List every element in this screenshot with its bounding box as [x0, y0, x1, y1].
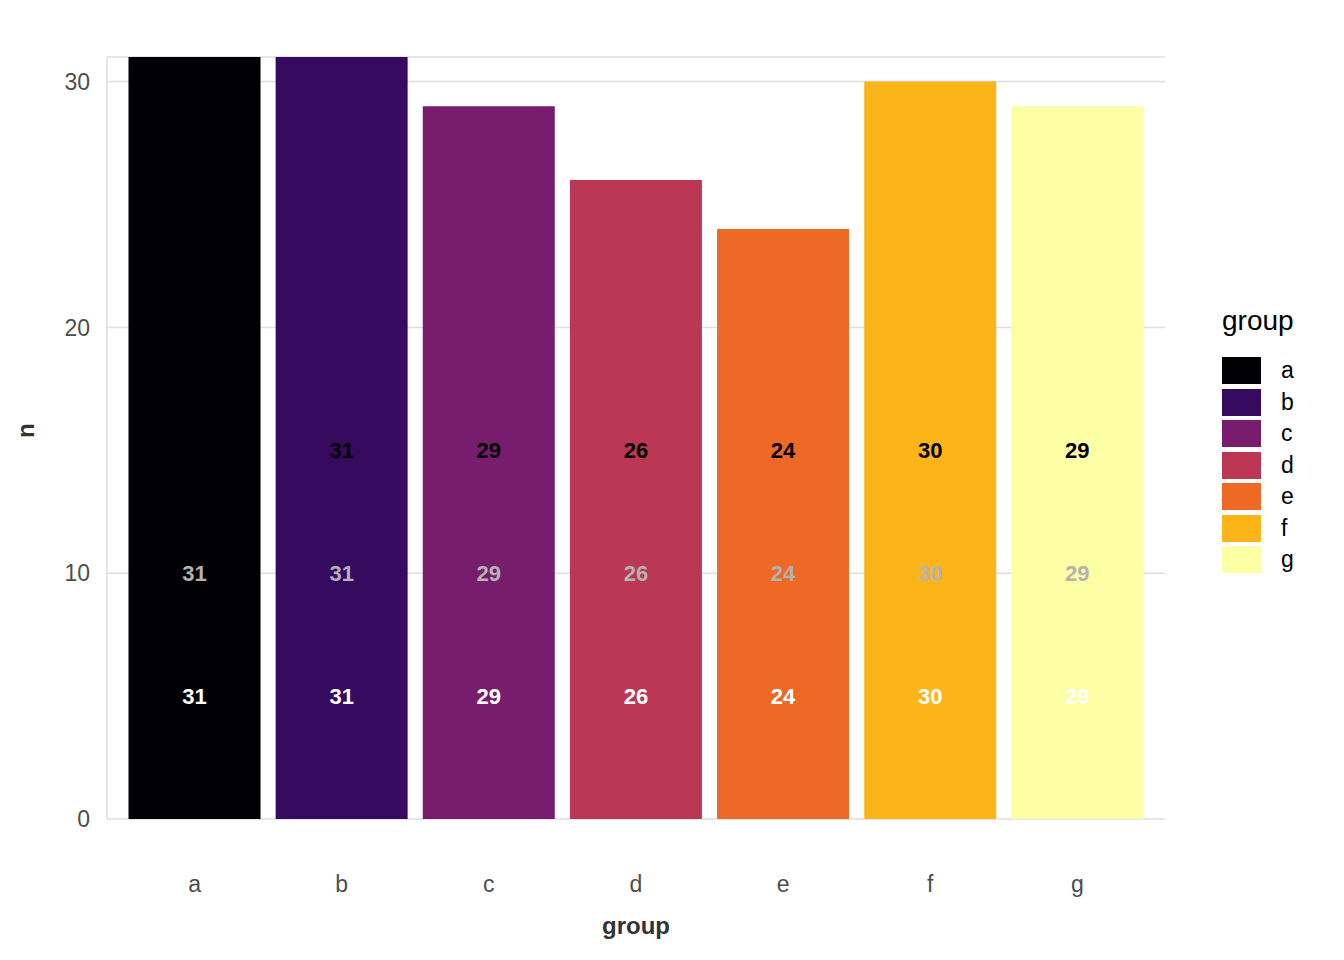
html-text:c: c — [1281, 420, 1293, 447]
svg-text:20: 20 — [64, 315, 90, 341]
svg-text:29: 29 — [477, 438, 501, 463]
svg-text:24: 24 — [771, 438, 796, 463]
svg-text:24: 24 — [771, 684, 796, 709]
html-text:f: f — [1281, 514, 1288, 541]
svg-text:a: a — [188, 871, 201, 897]
svg-text:c: c — [483, 871, 495, 897]
svg-text:0: 0 — [77, 806, 90, 832]
svg-text:30: 30 — [918, 438, 942, 463]
svg-text:31: 31 — [329, 561, 353, 586]
svg-text:26: 26 — [624, 684, 648, 709]
svg-text:24: 24 — [771, 561, 796, 586]
svg-text:n: n — [12, 423, 39, 438]
svg-text:29: 29 — [477, 684, 501, 709]
html-text:d: d — [1281, 451, 1294, 478]
svg-text:31: 31 — [182, 561, 206, 586]
svg-text:29: 29 — [1065, 438, 1089, 463]
svg-text:f: f — [927, 871, 934, 897]
html-text:group: group — [1222, 305, 1294, 336]
svg-text:group: group — [602, 912, 670, 939]
svg-text:26: 26 — [624, 561, 648, 586]
svg-text:30: 30 — [64, 69, 90, 95]
html-text:b: b — [1281, 388, 1294, 415]
svg-text:31: 31 — [182, 684, 206, 709]
svg-text:29: 29 — [1065, 561, 1089, 586]
html-text:g: g — [1281, 546, 1294, 573]
svg-text:29: 29 — [477, 561, 501, 586]
svg-text:d: d — [630, 871, 643, 897]
svg-text:31: 31 — [182, 438, 206, 463]
html-text:a: a — [1281, 357, 1294, 384]
svg-text:31: 31 — [329, 684, 353, 709]
svg-text:b: b — [335, 871, 348, 897]
svg-text:31: 31 — [329, 438, 353, 463]
svg-text:30: 30 — [918, 684, 942, 709]
svg-text:30: 30 — [918, 561, 942, 586]
svg-text:g: g — [1071, 871, 1084, 897]
svg-text:e: e — [777, 871, 790, 897]
html-text:e: e — [1281, 483, 1294, 510]
svg-text:26: 26 — [624, 438, 648, 463]
svg-text:10: 10 — [64, 560, 90, 586]
svg-text:29: 29 — [1065, 684, 1089, 709]
